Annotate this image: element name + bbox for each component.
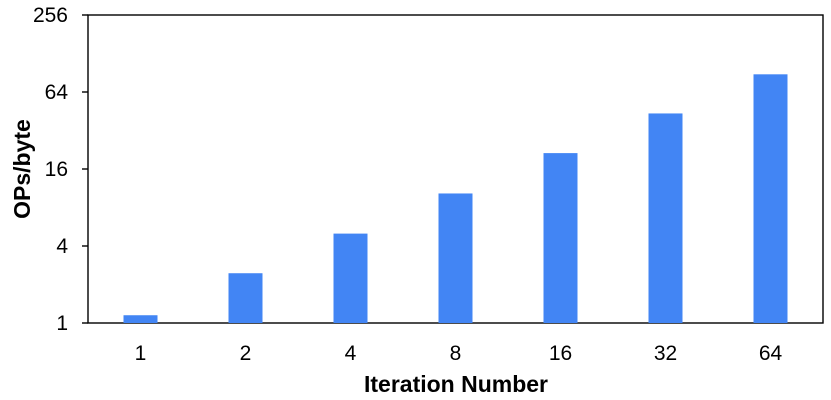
x-tick-label: 2 bbox=[240, 342, 252, 365]
x-tick-label: 1 bbox=[135, 342, 147, 365]
y-axis-title: OPs/byte bbox=[9, 119, 35, 219]
x-tick-label: 4 bbox=[345, 342, 357, 365]
y-tick-label: 16 bbox=[45, 158, 68, 181]
y-axis-ticks: 1 4 16 64 256 bbox=[33, 4, 88, 335]
bar-4 bbox=[333, 233, 368, 323]
bar-32 bbox=[648, 113, 683, 323]
bar-8 bbox=[438, 193, 473, 323]
bar-series bbox=[123, 74, 788, 323]
x-tick-label: 64 bbox=[759, 342, 783, 365]
x-tick-label: 32 bbox=[654, 342, 677, 365]
y-tick-label: 1 bbox=[56, 312, 68, 335]
bar-1 bbox=[123, 315, 158, 323]
x-tick-label: 8 bbox=[450, 342, 462, 365]
y-tick-label: 64 bbox=[45, 81, 69, 104]
y-tick-label: 256 bbox=[33, 4, 68, 27]
bar-2 bbox=[228, 273, 263, 323]
bar-16 bbox=[543, 153, 578, 323]
x-axis-title: Iteration Number bbox=[364, 371, 548, 397]
y-tick-label: 4 bbox=[56, 235, 68, 258]
x-tick-label: 16 bbox=[549, 342, 572, 365]
x-axis-ticks: 1 2 4 8 16 32 64 bbox=[135, 342, 783, 365]
bar-64 bbox=[753, 74, 788, 323]
